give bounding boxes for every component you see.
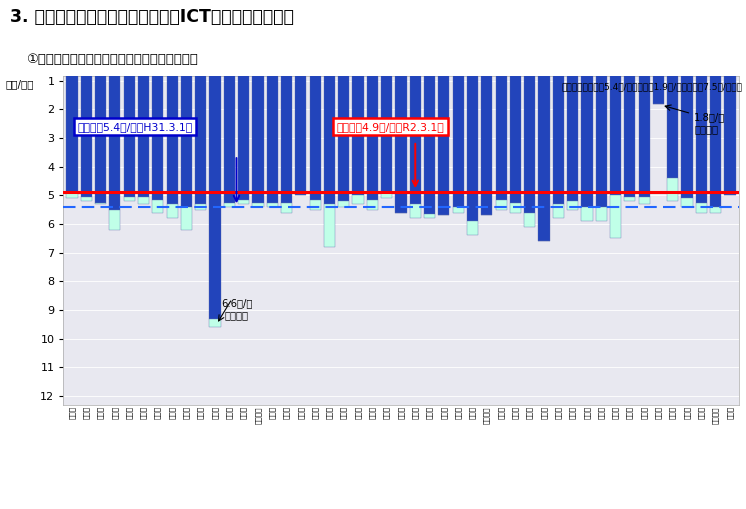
Bar xyxy=(367,52,378,200)
Bar xyxy=(210,52,221,319)
Bar xyxy=(367,200,378,210)
Bar xyxy=(324,52,335,204)
Bar xyxy=(295,52,307,195)
Bar xyxy=(381,192,392,198)
Bar xyxy=(481,52,492,215)
Bar xyxy=(252,203,263,207)
Bar xyxy=(152,52,163,200)
Bar xyxy=(624,197,636,201)
Bar xyxy=(238,200,249,204)
Bar xyxy=(639,197,650,204)
Bar xyxy=(524,52,536,213)
Bar xyxy=(710,52,721,207)
Bar xyxy=(353,52,363,195)
Bar xyxy=(567,201,578,210)
Text: （人/台）: （人/台） xyxy=(6,79,34,89)
Bar xyxy=(381,52,392,192)
Bar xyxy=(410,52,421,204)
Bar xyxy=(681,198,692,207)
Bar xyxy=(66,192,78,198)
Bar xyxy=(181,52,192,207)
Bar xyxy=(453,52,464,207)
Bar xyxy=(667,178,678,201)
Bar xyxy=(124,52,135,197)
Bar xyxy=(310,52,321,200)
Bar xyxy=(224,203,235,207)
Bar xyxy=(510,52,521,203)
Bar xyxy=(539,52,550,241)
Bar xyxy=(81,52,92,197)
Bar xyxy=(338,52,349,201)
Bar xyxy=(696,203,707,213)
Bar xyxy=(439,52,449,215)
Bar xyxy=(467,221,478,236)
Bar xyxy=(395,52,407,213)
Bar xyxy=(424,52,435,214)
Bar xyxy=(710,207,721,213)
Bar xyxy=(653,52,664,104)
Bar xyxy=(524,213,536,227)
Text: 3. 都道府県別　学校における主なICT環境の整備状況等: 3. 都道府県別 学校における主なICT環境の整備状況等 xyxy=(10,8,294,25)
Bar xyxy=(238,52,249,200)
Bar xyxy=(324,204,335,247)
Bar xyxy=(581,52,592,207)
Bar xyxy=(510,203,521,213)
Bar xyxy=(624,52,636,197)
Bar xyxy=(338,201,349,207)
Bar xyxy=(553,52,564,204)
Text: 平均値　4.9人/台（R2.3.1）: 平均値 4.9人/台（R2.3.1） xyxy=(336,122,445,131)
Bar xyxy=(95,52,106,203)
Bar xyxy=(138,197,149,204)
Bar xyxy=(681,52,692,198)
Bar xyxy=(252,52,263,203)
Bar xyxy=(166,52,178,204)
Bar xyxy=(224,52,235,203)
Bar xyxy=(110,210,121,230)
Bar xyxy=(667,52,678,178)
Bar xyxy=(410,204,421,218)
Bar xyxy=(195,204,207,210)
Bar xyxy=(567,52,578,201)
Bar xyxy=(81,197,92,201)
Bar xyxy=(353,195,363,204)
Bar xyxy=(281,52,292,203)
Bar xyxy=(724,52,736,195)
Bar xyxy=(581,207,592,221)
Bar xyxy=(495,52,507,200)
Bar xyxy=(266,52,278,203)
Bar xyxy=(424,214,435,218)
Text: 【前年度（平均：5.4人/台、最高：1.9人/台、最低：7.5人/台）】: 【前年度（平均：5.4人/台、最高：1.9人/台、最低：7.5人/台）】 xyxy=(561,82,742,92)
Bar xyxy=(66,52,78,192)
Bar xyxy=(495,200,507,210)
Bar xyxy=(595,207,606,221)
Bar xyxy=(124,197,135,201)
Bar xyxy=(95,203,106,204)
Bar xyxy=(610,195,621,238)
Text: ①教育用コンピュータ１台当たりの児童生徒数: ①教育用コンピュータ１台当たりの児童生徒数 xyxy=(26,53,198,67)
Bar xyxy=(696,52,707,203)
Bar xyxy=(210,319,221,327)
Bar xyxy=(166,204,178,218)
Bar xyxy=(152,200,163,213)
Bar xyxy=(138,52,149,197)
Bar xyxy=(595,52,606,207)
Bar xyxy=(610,52,621,195)
Text: 6.6人/台
（最低）: 6.6人/台 （最低） xyxy=(221,299,252,320)
Bar xyxy=(281,203,292,213)
Bar xyxy=(310,200,321,210)
Bar xyxy=(453,207,464,213)
Bar xyxy=(181,207,192,230)
Bar xyxy=(110,52,121,210)
Bar xyxy=(467,52,478,221)
Text: 1.8人/台
（最高）: 1.8人/台 （最高） xyxy=(695,112,725,134)
Bar xyxy=(195,52,207,204)
Bar xyxy=(553,204,564,218)
Bar xyxy=(639,52,650,197)
Text: 平均値　5.4人/台（H31.3.1）: 平均値 5.4人/台（H31.3.1） xyxy=(78,122,193,131)
Bar xyxy=(266,203,278,207)
